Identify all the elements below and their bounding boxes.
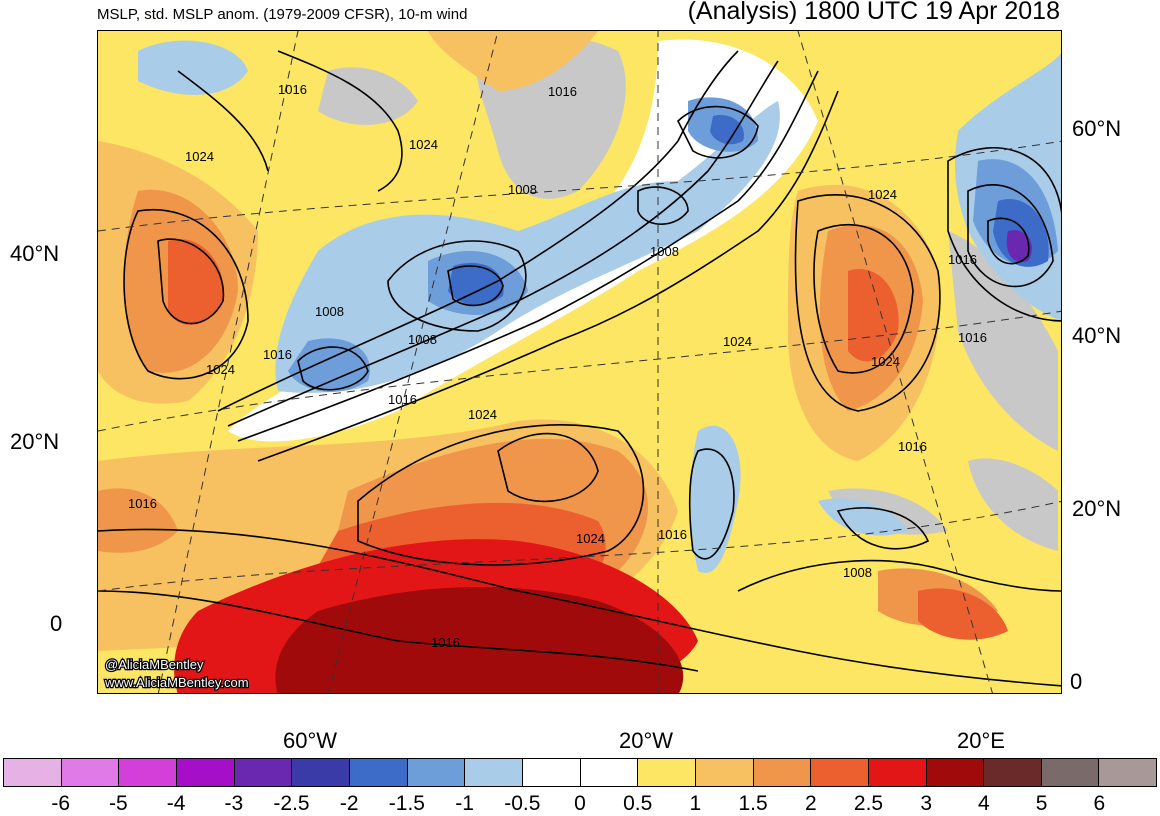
- colorbar-box: [1041, 759, 1100, 786]
- isobar-label: 1024: [723, 334, 752, 349]
- negative-anomalies: [138, 40, 1061, 573]
- isobar-label: 1024: [409, 137, 438, 152]
- colorbar-label: -5: [109, 792, 128, 815]
- positive-anomalies: [98, 31, 1008, 693]
- colorbar-box: [61, 759, 120, 786]
- colorbar: [3, 758, 1157, 787]
- isobar-label: 1024: [185, 149, 214, 164]
- isobar-label: 1008: [315, 304, 344, 319]
- lat-label-left-0: 0: [50, 611, 63, 636]
- colorbar-label: -0.5: [504, 792, 541, 815]
- colorbar-box: [868, 759, 927, 786]
- colorbar-box: [4, 759, 62, 786]
- colorbar-label: -3: [224, 792, 244, 815]
- lat-label-left-40n: 40°N: [10, 241, 60, 266]
- colorbar-label: -2: [339, 792, 359, 815]
- lat-label-right-0: 0: [1070, 669, 1083, 694]
- isobar-label: 1016: [431, 635, 460, 650]
- colorbar-box: [1099, 759, 1157, 786]
- isobar-label: 1024: [576, 531, 605, 546]
- colorbar-box: [234, 759, 293, 786]
- colorbar-box: [695, 759, 754, 786]
- colorbar-box: [926, 759, 985, 786]
- isobar-labels: 1016 1016 1024 1024 1008 1008 1008 1016 …: [128, 82, 987, 650]
- colorbar-box: [407, 759, 466, 786]
- lat-label-right-60n: 60°N: [1072, 116, 1122, 141]
- isobar-label: 1008: [650, 244, 679, 259]
- colorbar-label: -6: [51, 792, 71, 815]
- lat-label-left-20n: 20°N: [10, 429, 60, 454]
- colorbar-box: [984, 759, 1042, 786]
- colorbar-box: [292, 759, 350, 786]
- colorbar-label: -2.5: [273, 792, 310, 815]
- colorbar-box: [580, 759, 639, 786]
- colorbar-box: [638, 759, 696, 786]
- colorbar-label: -4: [166, 792, 186, 815]
- colorbar-box: [522, 759, 581, 786]
- colorbar-label: 2: [804, 792, 817, 815]
- lat-label-right-20n: 20°N: [1072, 496, 1122, 521]
- colorbar-box: [119, 759, 177, 786]
- lat-label-right-40n: 40°N: [1072, 323, 1122, 348]
- colorbar-label: 1.5: [738, 792, 768, 815]
- isobar-label: 1024: [206, 362, 235, 377]
- isobar-label: 1008: [508, 182, 537, 197]
- colorbar-box: [465, 759, 523, 786]
- colorbar-label: 0.5: [623, 792, 653, 815]
- credit-url: www.AliciaMBentley.com: [104, 675, 249, 690]
- anomaly-map: 1016 1016 1024 1024 1008 1008 1008 1016 …: [98, 31, 1061, 693]
- isobar-label: 1024: [868, 187, 897, 202]
- colorbar-label: 6: [1093, 792, 1106, 815]
- header-right-title: (Analysis) 1800 UTC 19 Apr 2018: [687, 0, 1060, 25]
- isobar-label: 1008: [843, 565, 872, 580]
- colorbar-label: 4: [978, 792, 990, 815]
- lon-label-60w: 60°W: [283, 728, 338, 753]
- colorbar-label: 0: [574, 792, 586, 815]
- header-left-title: MSLP, std. MSLP anom. (1979-2009 CFSR), …: [97, 6, 468, 23]
- graticule: [98, 31, 1061, 693]
- colorbar-label: -1: [455, 792, 474, 815]
- colorbar-label: 3: [920, 792, 933, 815]
- isobar-label: 1024: [468, 407, 497, 422]
- isobar-label: 1024: [871, 354, 900, 369]
- colorbar-label: 5: [1035, 792, 1048, 815]
- isobar-label: 1016: [898, 439, 927, 454]
- colorbar-box: [753, 759, 812, 786]
- isobar-label: 1016: [388, 392, 417, 407]
- isobar-label: 1016: [658, 527, 687, 542]
- colorbar-box: [811, 759, 869, 786]
- colorbar-label: -1.5: [388, 792, 425, 815]
- isobar-label: 1008: [408, 332, 437, 347]
- colorbar-label: 1: [689, 792, 702, 815]
- isobar-label: 1016: [548, 84, 577, 99]
- isobar-label: 1016: [958, 330, 987, 345]
- credit-handle: @AliciaMBentley: [105, 657, 204, 672]
- isobar-label: 1016: [278, 82, 307, 97]
- lon-label-20e: 20°E: [957, 728, 1005, 753]
- colorbar-box: [176, 759, 235, 786]
- lon-label-20w: 20°W: [619, 728, 674, 753]
- isobar-label: 1016: [948, 252, 977, 267]
- colorbar-box: [349, 759, 408, 786]
- colorbar-label: 2.5: [853, 792, 884, 815]
- map-frame: 1016 1016 1024 1024 1008 1008 1008 1016 …: [97, 30, 1062, 694]
- isobar-label: 1016: [128, 496, 157, 511]
- isobar-label: 1016: [263, 347, 292, 362]
